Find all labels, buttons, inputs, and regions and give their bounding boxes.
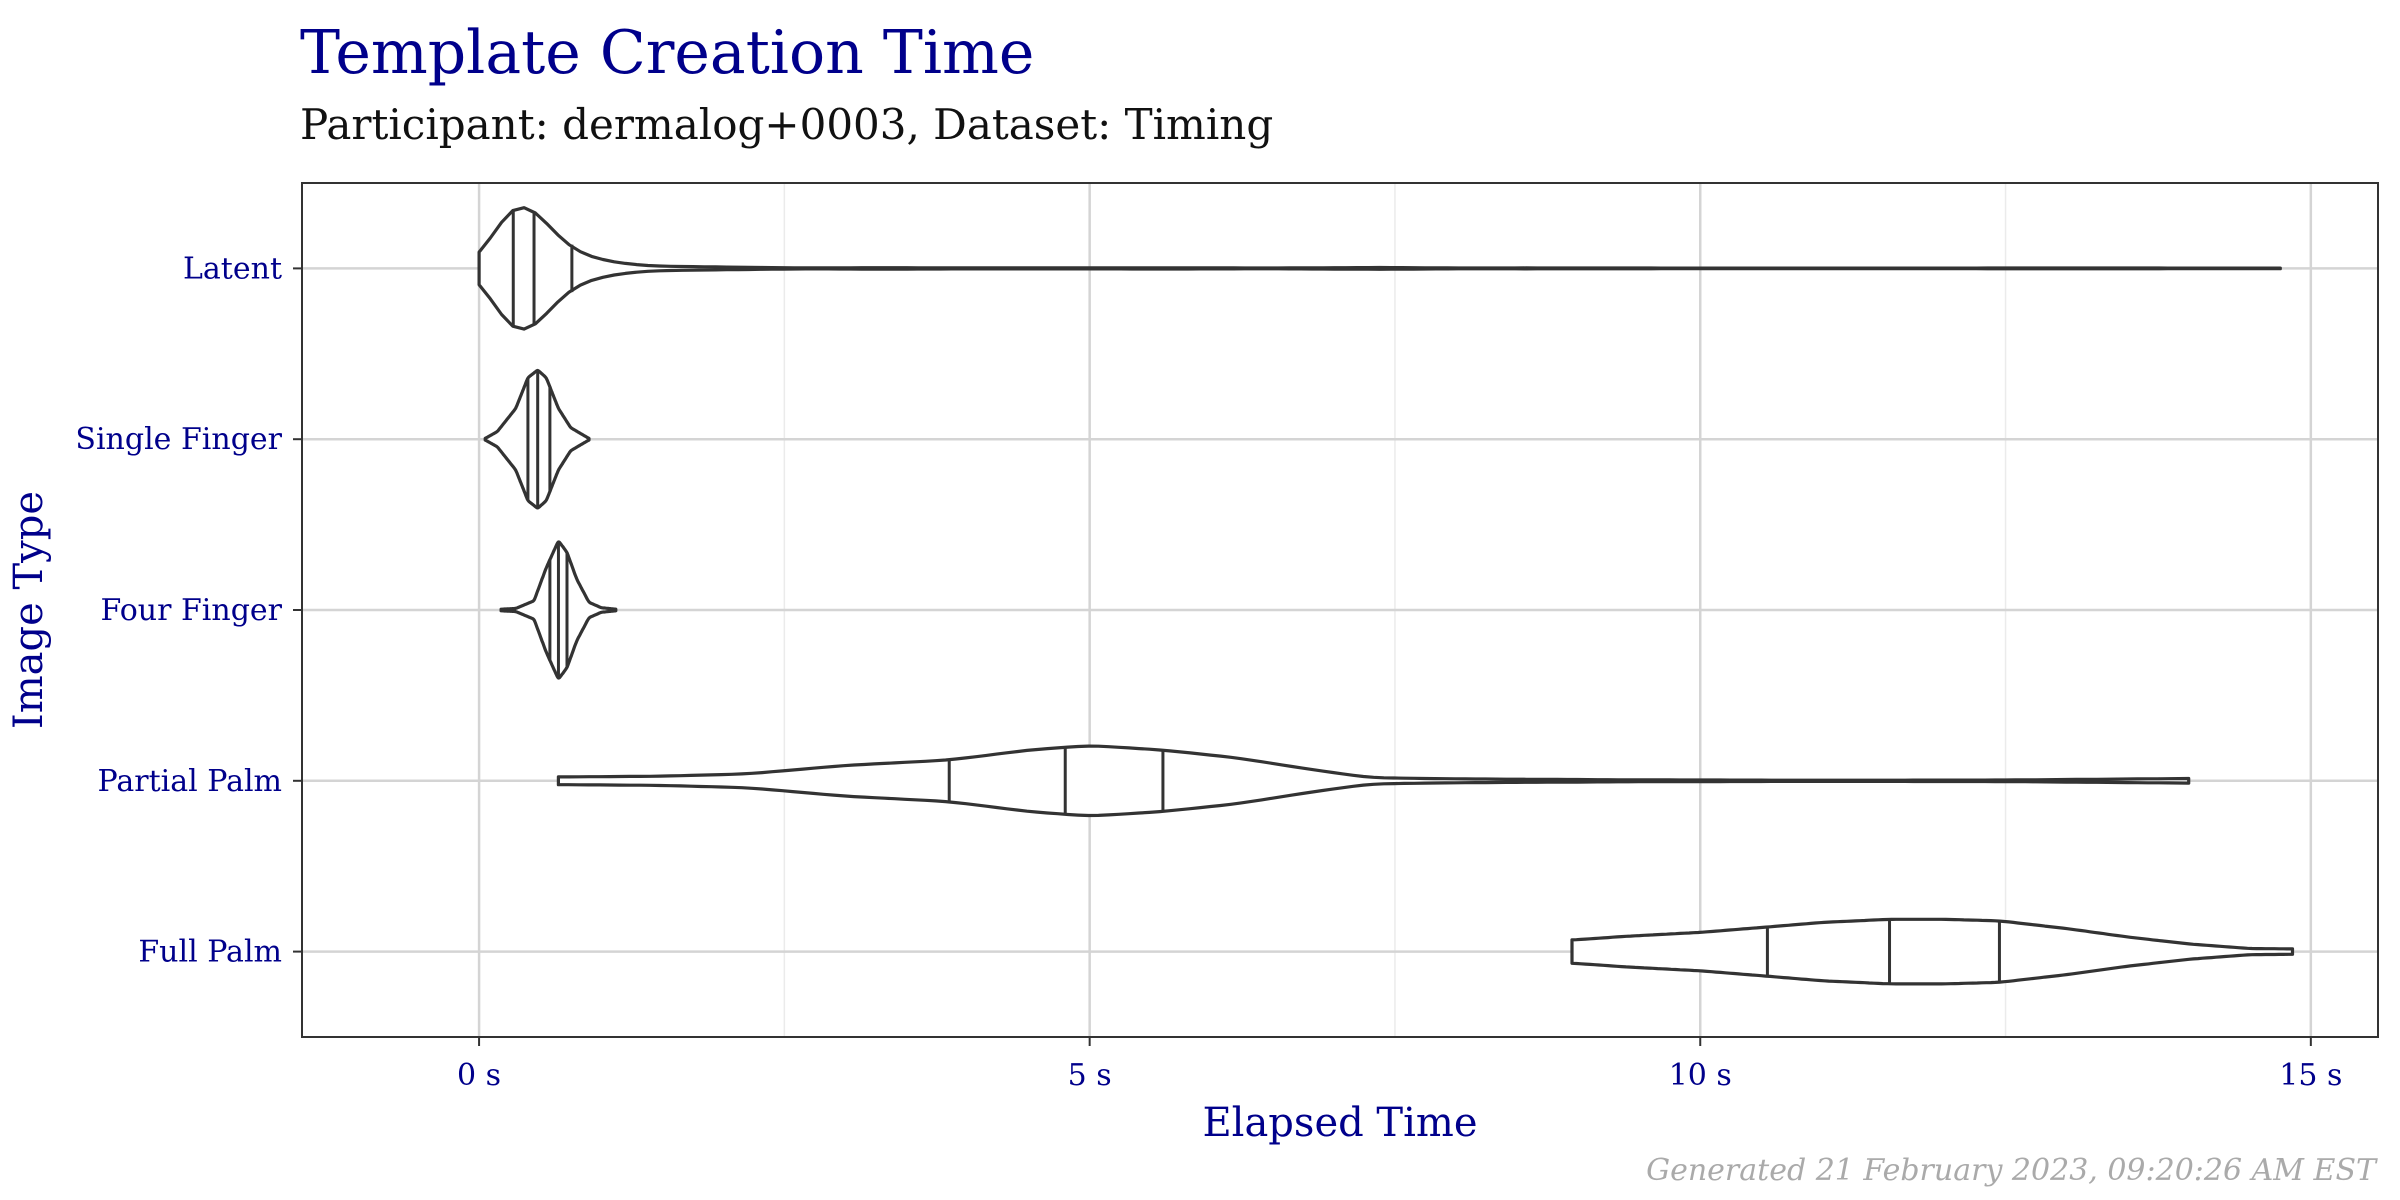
violin-partial-palm: [556, 744, 2191, 818]
y-tick-label: Single Finger: [75, 422, 282, 457]
x-axis: 0 s 5 s 10 s 15 s: [457, 1037, 2342, 1093]
x-axis-title: Elapsed Time: [1202, 1100, 1477, 1146]
y-tick-label: Latent: [183, 251, 282, 286]
y-tick-label: Partial Palm: [98, 764, 283, 799]
x-tick-label: 15 s: [2279, 1058, 2342, 1093]
chart-subtitle: Participant: dermalog+0003, Dataset: Tim…: [300, 100, 1274, 149]
x-tick-label: 0 s: [457, 1058, 501, 1093]
y-axis-title: Image Type: [6, 491, 52, 729]
y-tick-label: Four Finger: [101, 593, 283, 628]
violin-full-palm: [1570, 917, 2295, 986]
violins: [477, 206, 2295, 986]
x-tick-label: 10 s: [1669, 1058, 1732, 1093]
y-tick-label: Full Palm: [138, 935, 282, 970]
chart-caption: Generated 21 February 2023, 09:20:26 AM …: [1646, 1153, 2376, 1188]
x-tick-label: 5 s: [1068, 1058, 1112, 1093]
chart-title: Template Creation Time: [300, 18, 1035, 88]
y-axis: Latent Single Finger Four Finger Partial Pa…: [75, 251, 302, 970]
violin-latent: [477, 206, 2282, 331]
